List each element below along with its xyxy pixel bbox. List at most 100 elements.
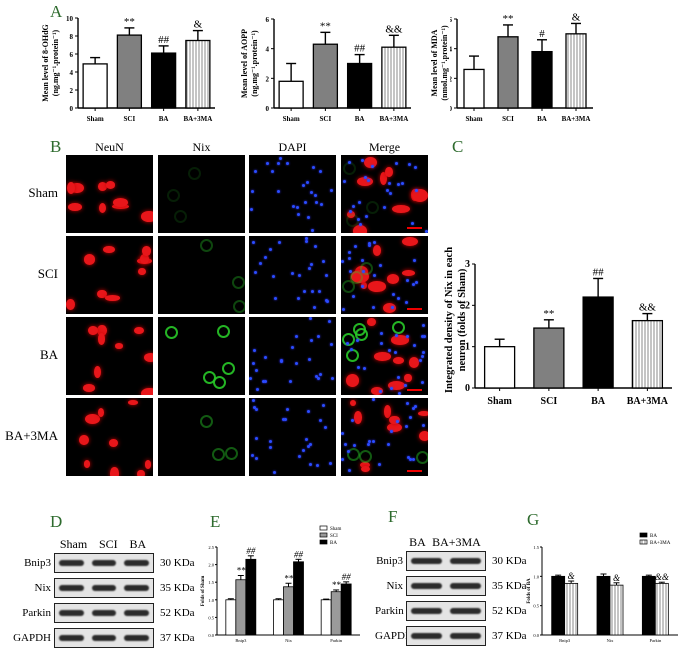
x-tick-label: Bnip3 [235, 638, 247, 643]
micrograph-nix-sci [158, 236, 245, 314]
bar-sham [82, 63, 108, 109]
x-tick-label: Nix [285, 638, 293, 643]
legend-label: SCI [330, 534, 338, 539]
row-label-sci: SCI [37, 266, 58, 281]
y-tick-label: 4 [450, 46, 453, 54]
y-tick-label: 4 [266, 46, 270, 54]
y-tick-label: 0.0 [533, 633, 539, 638]
x-tick-label: SCI [541, 396, 558, 407]
bar-sci [497, 36, 519, 109]
x-tick-label: Parkin [330, 638, 342, 643]
x-tick-label: SCI [320, 115, 332, 123]
significance-marker: ** [320, 20, 331, 32]
micrograph-neun-sci [66, 236, 153, 314]
significance-marker: ** [124, 16, 135, 28]
significance-marker: ** [503, 13, 514, 25]
legend-swatch [639, 539, 648, 545]
y-tick-label: 2.0 [208, 563, 214, 568]
protein-label: Parkin [375, 605, 404, 617]
significance-marker: ## [593, 266, 605, 278]
y-axis-label: Folds of BA [527, 578, 532, 604]
micrograph-dapi-ba-3ma [249, 398, 336, 476]
blot-image [406, 626, 486, 646]
significance-marker: ** [236, 566, 246, 576]
y-axis-label: Mean level of 8-OHdG(ng.mg⁻¹.protein⁻¹) [41, 24, 60, 102]
lane-labels: Sham SCI BA [54, 537, 152, 552]
row-label-ba: BA [39, 347, 58, 362]
row-label-ba-3ma: BA+3MA [5, 428, 58, 443]
micrograph-dapi-sci [249, 236, 336, 314]
lane-label: BA+3MA [432, 535, 481, 549]
micrograph-dapi-sham [249, 155, 336, 233]
molecular-weight-label: 30 KDa [160, 557, 195, 569]
y-tick-label: 2 [70, 87, 74, 95]
bar-sci [312, 43, 339, 109]
bar-sci [283, 586, 294, 636]
y-tick-label: 0 [266, 105, 270, 113]
bar-sham [273, 599, 284, 636]
bar-ba-3ma [609, 584, 624, 636]
bar-sham [463, 68, 485, 109]
chart-western-folds-sham: Folds of Sham0.00.51.01.52.02.5**##Bnip3… [201, 525, 360, 643]
micrograph-nix-sham [158, 155, 245, 233]
y-tick-label: 1 [465, 342, 470, 353]
bar-sci [533, 327, 565, 389]
blot-image [54, 628, 154, 648]
bar-sci [330, 591, 342, 636]
legend-swatch [639, 532, 648, 538]
bar-ba-3ma [564, 582, 579, 636]
x-tick-label: BA [355, 115, 365, 123]
legend-swatch [319, 532, 328, 538]
bar-ba [245, 558, 257, 636]
molecular-weight-label: 37 KDa [160, 632, 195, 644]
y-tick-label: 10 [66, 15, 74, 23]
protein-label: Nix [34, 582, 52, 594]
y-axis-label: Folds of Sham [201, 575, 206, 606]
lane-labels: BA BA+3MA [406, 535, 484, 550]
blot-image [406, 576, 486, 596]
molecular-weight-label: 37 KDa [492, 630, 527, 642]
significance-marker: ## [342, 572, 352, 582]
x-tick-label: BA+3MA [379, 115, 408, 123]
x-tick-label: Nix [607, 638, 615, 643]
molecular-weight-label: 35 KDa [492, 580, 527, 592]
x-tick-label: BA [537, 115, 547, 123]
bar-ba-3ma [631, 319, 664, 389]
bar-ba [596, 575, 611, 636]
significance-marker: ## [246, 546, 256, 556]
y-tick-label: 0 [70, 105, 74, 113]
chart-western-folds-ba: Folds of BA 0.0 0.5 1.0 1.5 & Bnip3 & Nix && Parki… [527, 532, 678, 643]
bar-ba-3ma [185, 39, 211, 109]
legend-label: BA [650, 534, 657, 539]
micrograph-merge-ba [341, 317, 428, 395]
blot-row-parkin: Parkin 52 KDa [375, 601, 527, 621]
blot-image [54, 553, 154, 573]
x-tick-label: Sham [283, 115, 300, 123]
column-header-neun: NeuN [95, 140, 124, 154]
bar-sham [483, 346, 516, 389]
bar-ba [150, 52, 177, 109]
protein-label: Parkin [22, 607, 51, 619]
bar-ba [531, 50, 553, 109]
x-tick-label: BA+3MA [562, 115, 591, 123]
bar-ba [551, 575, 566, 636]
scale-bar [407, 308, 422, 310]
blot-row-nix: Nix 35 KDa [375, 576, 527, 596]
y-tick-label: 6 [450, 16, 453, 24]
bar-ba [582, 296, 614, 389]
significance-marker: & [568, 571, 575, 581]
column-header-dapi: DAPI [278, 140, 307, 154]
bar-sci [235, 579, 247, 636]
chart-aopp: Mean level of AOPP(ng.mg⁻¹.protein⁻¹) 0 2 4… [240, 16, 449, 123]
panel-label-b: B [50, 137, 62, 156]
molecular-weight-label: 52 KDa [160, 607, 195, 619]
significance-marker: ## [158, 34, 170, 46]
micrograph-nix-ba-3ma [158, 398, 245, 476]
y-tick-label: 2 [266, 75, 270, 83]
scale-bar [407, 470, 422, 472]
protein-label: GAPDH [375, 630, 413, 642]
panel-label-e: E [210, 512, 221, 531]
significance-marker: && [655, 572, 669, 582]
x-tick-label: Bnip3 [559, 638, 571, 643]
legend-label: BA+3MA [650, 541, 671, 546]
